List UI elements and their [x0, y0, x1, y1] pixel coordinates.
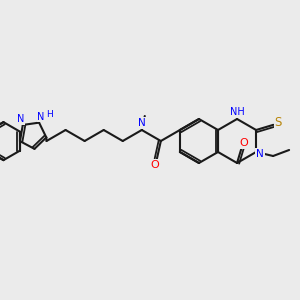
Text: NH: NH [230, 107, 244, 117]
Text: N: N [38, 112, 45, 122]
Text: O: O [239, 138, 248, 148]
Text: N: N [17, 114, 25, 124]
Text: S: S [275, 116, 282, 129]
Text: N: N [256, 149, 264, 159]
Text: H: H [46, 110, 52, 119]
Text: N: N [138, 118, 146, 128]
Text: O: O [151, 160, 159, 170]
